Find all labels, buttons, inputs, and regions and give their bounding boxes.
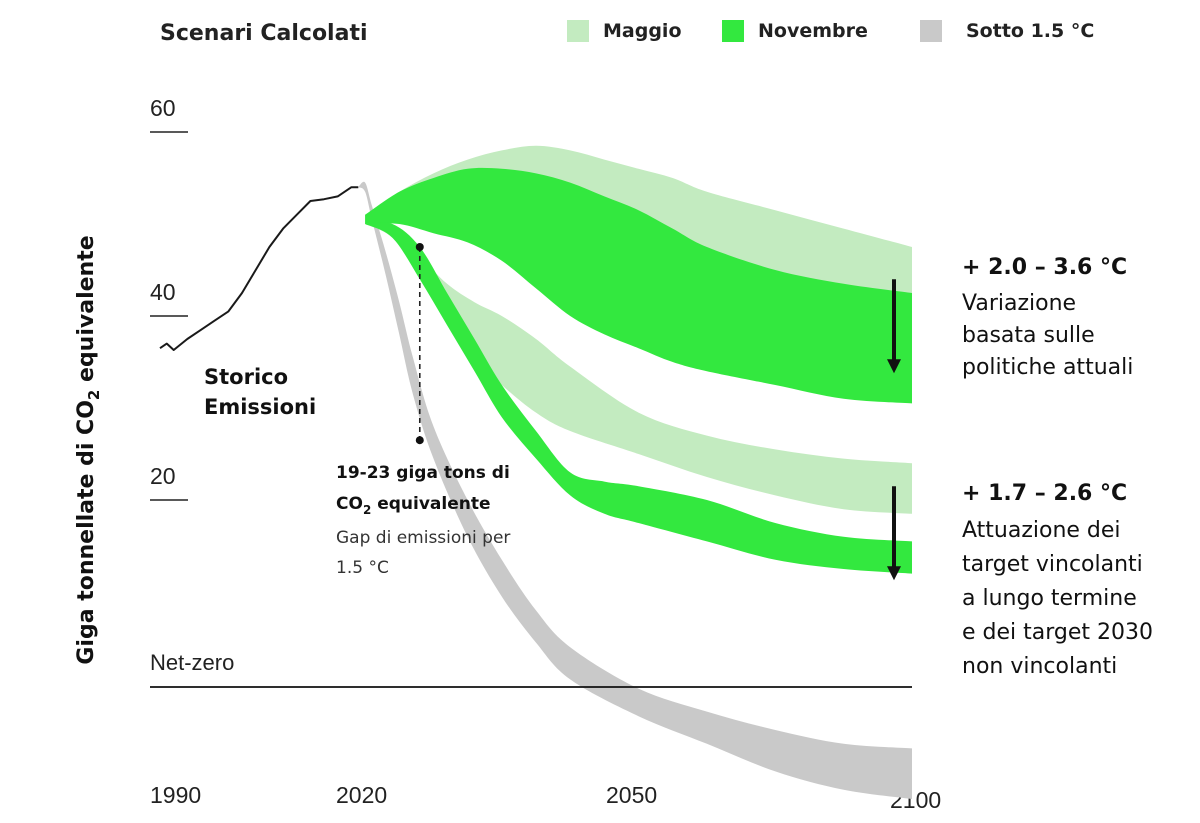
x-tick-2050: 2050 bbox=[606, 782, 657, 808]
annotation-line-targets-3: a lungo termine bbox=[962, 586, 1137, 611]
gap-desc-line1: Gap di emissioni per bbox=[336, 528, 510, 548]
gap-title-line1: 19-23 giga tons di bbox=[336, 463, 510, 483]
y-tick-label-60: 60 bbox=[150, 95, 176, 121]
annotation-line-policies-2: basata sulle bbox=[962, 323, 1095, 348]
legend-swatch-maggio bbox=[567, 20, 589, 42]
net-zero: Net-zero bbox=[150, 650, 912, 688]
annotation-line-policies-3: politiche attuali bbox=[962, 355, 1133, 380]
legend-item-novembre: Novembre bbox=[722, 20, 868, 42]
annotation-line-targets-5: non vincolanti bbox=[962, 654, 1117, 679]
arrow-head-1 bbox=[887, 359, 901, 374]
band-novembre-1 bbox=[365, 167, 913, 404]
chart-title: Scenari Calcolati bbox=[160, 21, 368, 46]
arrow-head-2 bbox=[887, 566, 901, 581]
y-axis: 60 40 20 bbox=[150, 95, 188, 501]
x-axis: 1990 2020 2050 2100 bbox=[150, 782, 941, 813]
annotation-line-targets-2: target vincolanti bbox=[962, 552, 1143, 577]
y-tick-60: 60 bbox=[150, 95, 188, 133]
legend-item-sotto-1-5: Sotto 1.5 °C bbox=[920, 20, 1094, 42]
annotation-line-policies-1: Variazione bbox=[962, 291, 1076, 316]
scenario-annotation-targets: + 1.7 – 2.6 °C Attuazione dei target vin… bbox=[962, 481, 1153, 679]
net-zero-label: Net-zero bbox=[150, 650, 234, 675]
x-tick-1990: 1990 bbox=[150, 782, 201, 808]
annotation-line-targets-1: Attuazione dei bbox=[962, 518, 1121, 543]
emissions-gap-marker bbox=[415, 243, 424, 445]
legend-label-novembre: Novembre bbox=[758, 20, 868, 42]
y-axis-title: Giga tonnellate di CO2 equivalente bbox=[74, 235, 103, 664]
gap-title-line2: CO2 equivalente bbox=[336, 494, 491, 517]
gap-annotation: 19-23 giga tons di CO2 equivalente Gap d… bbox=[336, 463, 510, 578]
legend-swatch-sotto-1-5 bbox=[920, 20, 942, 42]
scenario-annotation-policies: + 2.0 – 3.6 °C Variazione basata sulle p… bbox=[962, 255, 1133, 380]
legend-item-maggio: Maggio bbox=[567, 20, 682, 42]
legend-label-sotto-1-5: Sotto 1.5 °C bbox=[966, 20, 1094, 42]
x-tick-2020: 2020 bbox=[336, 782, 387, 808]
annotation-line-targets-4: e dei target 2030 bbox=[962, 620, 1153, 645]
annotation-temp-targets: + 1.7 – 2.6 °C bbox=[962, 481, 1127, 506]
legend-label-maggio: Maggio bbox=[603, 20, 682, 42]
legend: Maggio Novembre Sotto 1.5 °C bbox=[567, 20, 1094, 42]
y-tick-label-20: 20 bbox=[150, 463, 176, 489]
gap-dot-bottom bbox=[415, 436, 424, 445]
gap-desc-line2: 1.5 °C bbox=[336, 558, 389, 578]
reduction-arrows bbox=[887, 279, 901, 581]
history-line bbox=[159, 186, 359, 351]
y-tick-label-40: 40 bbox=[150, 279, 176, 305]
legend-swatch-novembre bbox=[722, 20, 744, 42]
history-label: Storico Emissioni bbox=[204, 365, 316, 419]
band-maggio-2 bbox=[365, 224, 913, 514]
annotation-temp-policies: + 2.0 – 3.6 °C bbox=[962, 255, 1127, 280]
history-series bbox=[159, 186, 359, 351]
y-tick-20: 20 bbox=[150, 463, 188, 501]
y-tick-40: 40 bbox=[150, 279, 188, 317]
gap-dot-top bbox=[415, 243, 424, 251]
